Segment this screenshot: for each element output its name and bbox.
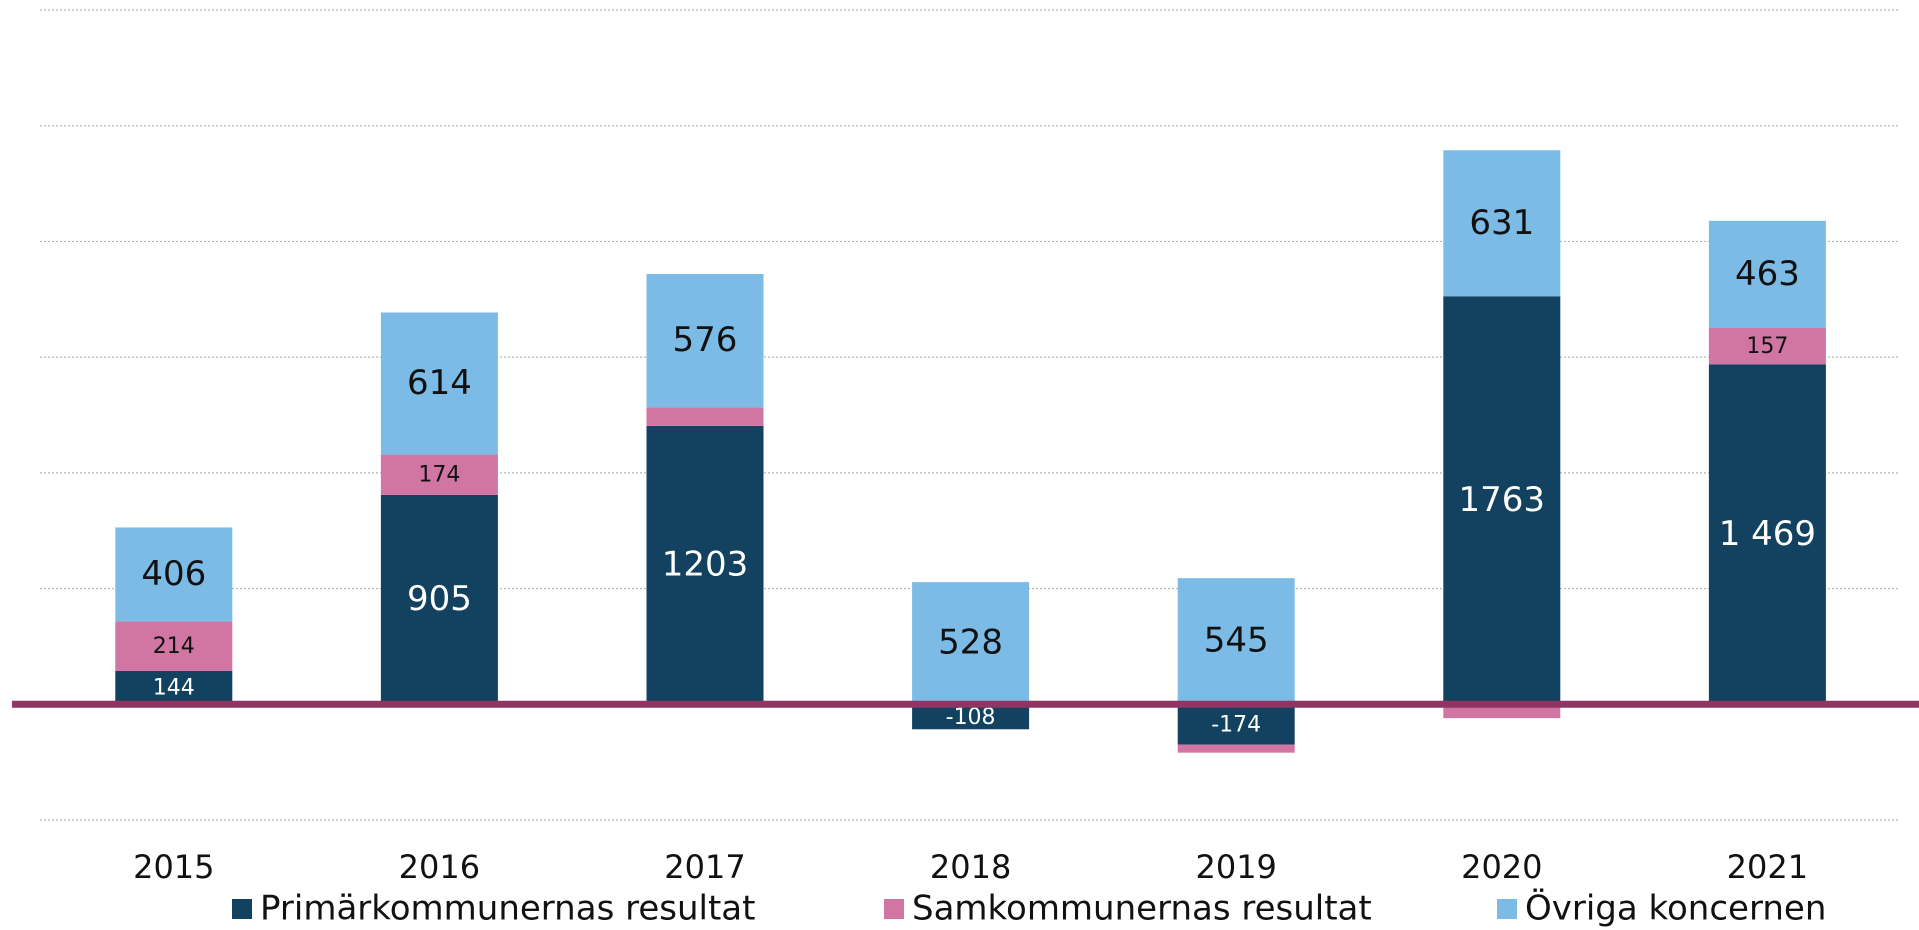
data-label: 631 bbox=[1469, 203, 1534, 243]
data-label: 1763 bbox=[1459, 480, 1546, 520]
legend-label: Primärkommunernas resultat bbox=[260, 889, 755, 929]
bar-segment bbox=[1177, 744, 1295, 753]
data-label: 545 bbox=[1204, 621, 1269, 661]
bar-segment bbox=[646, 407, 764, 426]
legend-swatch bbox=[232, 899, 252, 919]
bar-segment bbox=[380, 454, 498, 495]
data-label: 1 469 bbox=[1719, 514, 1816, 554]
bar-segment bbox=[115, 527, 233, 622]
x-tick-label: 2017 bbox=[664, 848, 745, 886]
legend-label: Övriga koncernen bbox=[1525, 888, 1826, 929]
bar-segment bbox=[115, 670, 233, 705]
data-label: 905 bbox=[407, 579, 472, 619]
bar-segment bbox=[1177, 578, 1295, 705]
data-label: -174 bbox=[1211, 712, 1261, 737]
bar-segment bbox=[646, 425, 764, 705]
bar-segment bbox=[1443, 296, 1561, 705]
x-tick-label: 2020 bbox=[1461, 848, 1542, 886]
data-label: 463 bbox=[1735, 254, 1800, 294]
legend-swatch bbox=[1497, 899, 1517, 919]
data-label: 214 bbox=[153, 634, 195, 659]
bar-segment bbox=[1708, 220, 1826, 328]
data-label: 174 bbox=[418, 463, 460, 488]
legend-label: Samkommunernas resultat bbox=[912, 889, 1372, 929]
data-label: 144 bbox=[153, 676, 195, 701]
x-tick-label: 2019 bbox=[1195, 848, 1276, 886]
data-label: -108 bbox=[946, 705, 996, 730]
data-label: 1203 bbox=[662, 545, 749, 585]
x-tick-label: 2015 bbox=[133, 848, 214, 886]
x-tick-label: 2021 bbox=[1727, 848, 1808, 886]
bar-segment bbox=[912, 582, 1030, 705]
bar-segment bbox=[1177, 704, 1295, 745]
x-tick-label: 2016 bbox=[399, 848, 480, 886]
data-label: 157 bbox=[1746, 334, 1788, 359]
data-label: 528 bbox=[938, 623, 1003, 663]
data-label: 614 bbox=[407, 363, 472, 403]
data-label: 406 bbox=[141, 554, 206, 594]
bar-segment bbox=[912, 704, 1030, 730]
bar-segment bbox=[1443, 150, 1561, 297]
bar-segment bbox=[380, 312, 498, 455]
bar-segment bbox=[1708, 327, 1826, 365]
data-label: 576 bbox=[673, 320, 738, 360]
bar-segment bbox=[115, 621, 233, 671]
bar-segment bbox=[646, 274, 764, 408]
bar-segment bbox=[1708, 364, 1826, 705]
bar-segment bbox=[380, 494, 498, 705]
x-tick-label: 2018 bbox=[930, 848, 1011, 886]
legend-swatch bbox=[884, 899, 904, 919]
